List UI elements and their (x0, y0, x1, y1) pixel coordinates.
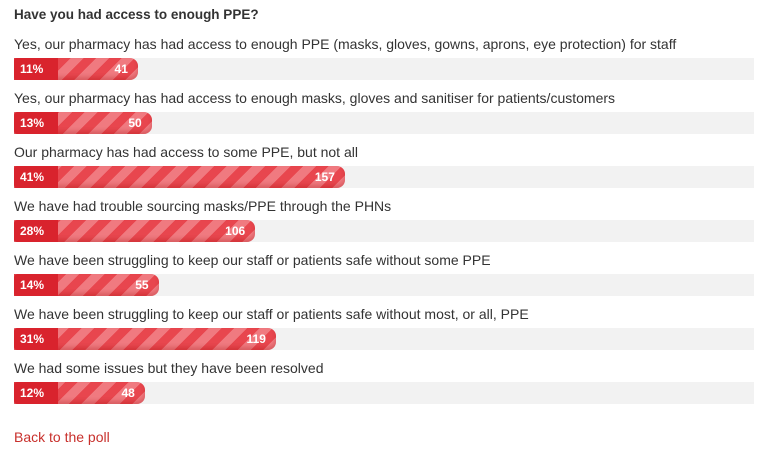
bar: 12% 48 (14, 382, 145, 404)
percent-label: 14% (14, 274, 58, 296)
bar: 14% 55 (14, 274, 159, 296)
bar-track: 41% 157 (14, 166, 754, 188)
question-label: We have had trouble sourcing masks/PPE t… (14, 198, 392, 214)
back-link[interactable]: Back to the poll (14, 429, 110, 445)
question-label: Our pharmacy has had access to some PPE,… (14, 144, 358, 160)
bar: 31% 119 (14, 328, 276, 350)
count-label: 55 (135, 278, 149, 292)
bar: 41% 157 (14, 166, 345, 188)
bar-track: 31% 119 (14, 328, 754, 350)
count-label: 41 (114, 62, 128, 76)
bar: 13% 50 (14, 112, 152, 134)
percent-label: 13% (14, 112, 58, 134)
count-label: 119 (246, 332, 266, 346)
count-label: 48 (121, 386, 135, 400)
count-label: 106 (225, 224, 246, 238)
bar-track: 13% 50 (14, 112, 754, 134)
bar-track: 11% 41 (14, 58, 754, 80)
count-label: 157 (314, 170, 335, 184)
count-label: 50 (128, 116, 142, 130)
percent-label: 28% (14, 220, 58, 242)
percent-label: 41% (14, 166, 58, 188)
bar-track: 28% 106 (14, 220, 754, 242)
question-label: We have been struggling to keep our staf… (14, 252, 491, 268)
bar-track: 12% 48 (14, 382, 754, 404)
question-label: We had some issues but they have been re… (14, 360, 324, 376)
poll-title: Have you had access to enough PPE? (14, 7, 259, 22)
question-label: Yes, our pharmacy has had access to enou… (14, 36, 677, 52)
percent-label: 31% (14, 328, 58, 350)
bar-track: 14% 55 (14, 274, 754, 296)
bar: 11% 41 (14, 58, 138, 80)
question-label: We have been struggling to keep our staf… (14, 306, 529, 322)
percent-label: 12% (14, 382, 58, 404)
percent-label: 11% (14, 58, 58, 80)
question-label: Yes, our pharmacy has had access to enou… (14, 90, 616, 106)
bar: 28% 106 (14, 220, 256, 242)
